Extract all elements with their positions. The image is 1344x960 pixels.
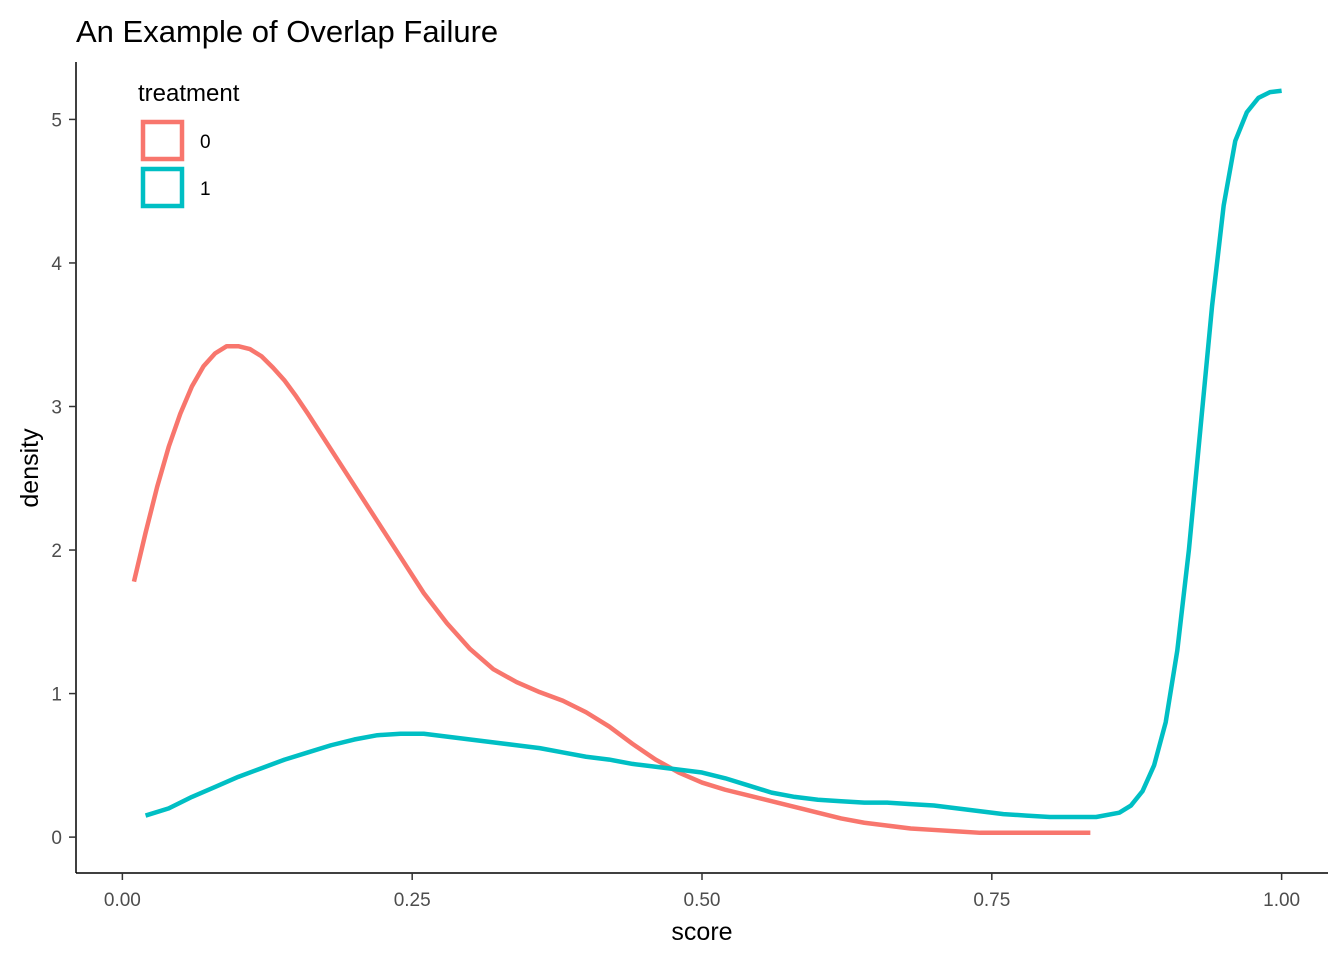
y-tick-label: 4	[51, 254, 62, 275]
legend-label-0: 0	[200, 132, 211, 153]
x-tick-label: 0.25	[394, 890, 431, 911]
legend-label-1: 1	[200, 179, 211, 200]
density-line-treatment-0	[131, 343, 1091, 836]
x-tick-label: 1.00	[1263, 890, 1300, 911]
y-ticks: 0 1 2 3 4 5	[51, 110, 76, 849]
density-line-treatment-1	[144, 88, 1282, 820]
x-axis-title: score	[671, 918, 732, 946]
y-tick-label: 3	[51, 397, 62, 418]
y-tick-label: 2	[51, 541, 62, 562]
x-tick-label: 0.00	[104, 890, 141, 911]
legend-key-0	[140, 119, 185, 162]
series-layer	[131, 88, 1282, 836]
x-tick-label: 0.50	[684, 890, 721, 911]
chart-title: An Example of Overlap Failure	[76, 14, 498, 49]
y-tick-label: 5	[51, 110, 62, 131]
y-tick-label: 1	[51, 685, 62, 706]
x-tick-label: 0.75	[973, 890, 1010, 911]
x-ticks: 0.00 0.25 0.50 0.75 1.00	[104, 873, 1300, 911]
legend-entries: 01	[140, 119, 211, 209]
y-tick-label: 0	[51, 828, 62, 849]
legend-title: treatment	[138, 80, 240, 107]
legend: treatment 01	[138, 80, 240, 209]
legend-key-1	[140, 166, 185, 209]
y-axis-title: density	[16, 428, 44, 508]
